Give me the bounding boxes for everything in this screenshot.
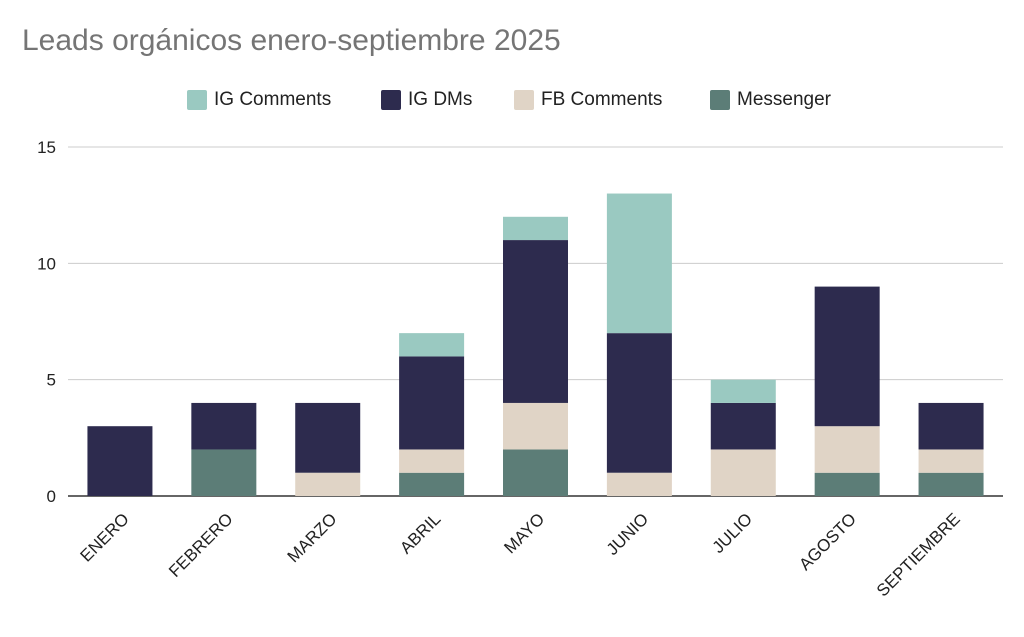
bar-segment-messenger: [191, 449, 257, 496]
bar-segment-fb-comments: [399, 449, 465, 473]
x-tick-label: MAYO: [500, 509, 548, 557]
bar-segment-messenger: [399, 472, 465, 496]
x-tick-label: ENERO: [77, 509, 133, 565]
legend-swatch: [187, 90, 207, 110]
x-tick-label: AGOSTO: [795, 509, 860, 574]
legend-label: Messenger: [737, 89, 831, 110]
bar-segment-messenger: [503, 449, 568, 496]
legend-swatch: [710, 90, 730, 110]
bar-segment-messenger: [814, 472, 880, 496]
y-tick-label: 10: [37, 254, 56, 273]
bar-segment-ig-comments: [710, 379, 776, 403]
bar-segment-ig-dms: [503, 240, 568, 403]
bar-segment-fb-comments: [503, 402, 568, 450]
x-tick-label: MARZO: [284, 509, 341, 566]
bar-segment-ig-comments: [503, 216, 568, 241]
bar-segment-ig-dms: [295, 402, 361, 473]
bar-segment-ig-dms: [606, 333, 672, 473]
y-tick-label: 5: [47, 371, 56, 390]
bar-segment-fb-comments: [710, 449, 776, 496]
bar-segment-ig-comments: [399, 333, 465, 357]
bar-segment-fb-comments: [606, 472, 672, 496]
bar-segment-messenger: [918, 472, 984, 496]
bar-segment-ig-dms: [710, 402, 776, 450]
legend-label: FB Comments: [541, 89, 663, 110]
x-tick-label: JULIO: [709, 509, 757, 557]
legend-swatch: [381, 90, 401, 110]
chart-title: Leads orgánicos enero-septiembre 2025: [22, 24, 561, 57]
bar-segment-fb-comments: [814, 426, 880, 473]
legend-item: FB Comments: [514, 89, 662, 111]
x-tick-label: JUNIO: [603, 509, 652, 558]
x-tick-label: SEPTIEMBRE: [873, 509, 964, 600]
bar-segment-ig-dms: [191, 402, 257, 450]
x-tick-label: ABRIL: [396, 509, 444, 557]
bar-segment-ig-dms: [399, 356, 465, 450]
legend-swatch: [514, 90, 534, 110]
y-tick-label: 15: [37, 138, 56, 157]
bar-segment-ig-dms: [814, 286, 880, 427]
legend-item: IG DMs: [381, 89, 472, 111]
bar-segment-fb-comments: [295, 472, 361, 496]
legend-label: IG Comments: [214, 89, 332, 110]
y-tick-label: 0: [47, 487, 56, 506]
bar-segment-fb-comments: [918, 449, 984, 473]
x-tick-label: FEBRERO: [165, 509, 237, 581]
bar-segment-ig-comments: [606, 193, 672, 334]
legend-label: IG DMs: [408, 89, 473, 110]
bar-segment-ig-dms: [918, 402, 984, 450]
bar-segment-ig-dms: [87, 426, 153, 496]
legend-item: IG Comments: [187, 89, 331, 111]
legend-item: Messenger: [710, 89, 831, 111]
